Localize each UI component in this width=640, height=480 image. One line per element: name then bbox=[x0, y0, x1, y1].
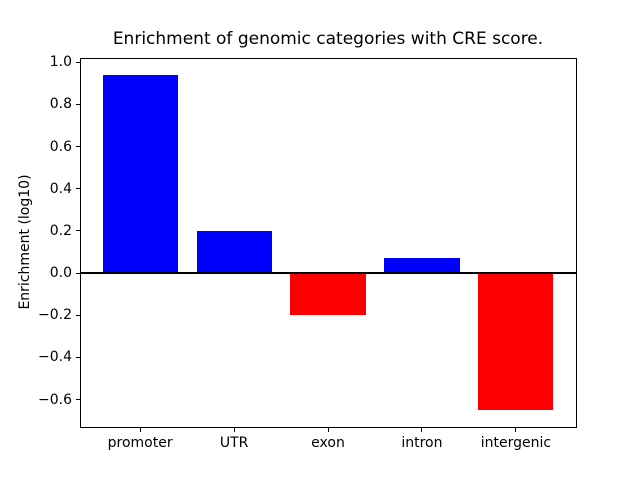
y-tick-label: 0.0 bbox=[49, 265, 72, 282]
y-tick-mark bbox=[76, 356, 80, 358]
bar-promoter bbox=[102, 74, 178, 274]
y-tick-mark bbox=[76, 314, 80, 316]
x-tick-label: intergenic bbox=[480, 435, 552, 451]
x-tick-mark bbox=[327, 428, 329, 432]
y-tick-label: −0.6 bbox=[38, 391, 72, 408]
y-tick-label: 0.8 bbox=[49, 96, 72, 113]
x-tick-mark bbox=[515, 428, 517, 432]
x-tick-mark bbox=[139, 428, 141, 432]
zero-line bbox=[80, 272, 576, 275]
x-tick-mark bbox=[233, 428, 235, 432]
bar-intron bbox=[384, 258, 460, 274]
y-tick-mark bbox=[76, 272, 80, 274]
chart-title: Enrichment of genomic categories with CR… bbox=[112, 29, 544, 49]
y-tick-mark bbox=[76, 61, 80, 63]
y-tick-label: −0.4 bbox=[38, 349, 72, 366]
y-tick-mark bbox=[76, 399, 80, 401]
x-tick-label: exon bbox=[311, 435, 345, 451]
y-tick-label: 0.6 bbox=[49, 138, 72, 155]
y-tick-mark bbox=[76, 103, 80, 105]
y-tick-mark bbox=[76, 146, 80, 148]
x-tick-label: intron bbox=[401, 435, 443, 451]
y-tick-label: 1.0 bbox=[49, 54, 72, 71]
y-tick-mark bbox=[76, 188, 80, 190]
x-tick-label: promoter bbox=[107, 435, 173, 451]
bar-exon bbox=[290, 273, 366, 316]
y-tick-label: 0.4 bbox=[49, 180, 72, 197]
x-tick-mark bbox=[421, 428, 423, 432]
bar-intergenic bbox=[478, 273, 554, 411]
bar-UTR bbox=[196, 230, 272, 274]
y-tick-label: 0.2 bbox=[49, 222, 72, 239]
y-tick-label: −0.2 bbox=[38, 307, 72, 324]
y-tick-mark bbox=[76, 230, 80, 232]
x-tick-label: UTR bbox=[219, 435, 249, 451]
